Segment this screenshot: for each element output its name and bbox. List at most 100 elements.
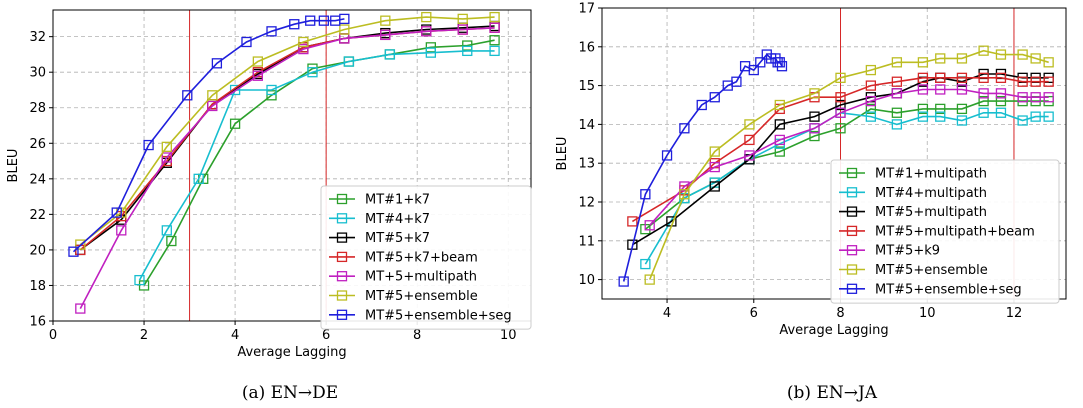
series-line (138, 50, 495, 281)
data-point (1043, 76, 1054, 87)
data-point (343, 56, 355, 67)
data-point (298, 36, 309, 48)
data-point (956, 72, 968, 83)
data-point (339, 24, 350, 35)
legend-label: MT#5+ensemble+seg (875, 282, 1022, 297)
data-point (1017, 49, 1028, 60)
legend-swatch-marker (336, 290, 348, 301)
legend-label: MT#5+ensemble+seg (365, 308, 512, 323)
data-point (809, 130, 820, 142)
data-point (935, 111, 946, 122)
data-point (111, 207, 122, 218)
data-point (865, 64, 877, 76)
data-point (891, 107, 903, 118)
panel-caption: (b) EN→JA (787, 383, 878, 403)
series-line (79, 27, 495, 309)
data-point (865, 95, 877, 107)
data-point (298, 43, 309, 55)
data-point (835, 123, 846, 134)
data-point (1017, 115, 1028, 126)
legend-swatch-marker (846, 225, 858, 237)
series-line (644, 111, 1049, 265)
data-point (809, 88, 820, 99)
data-point (266, 26, 277, 37)
data-point (917, 72, 929, 83)
data-point (978, 88, 989, 99)
legend-label: MT#5+multipath+beam (875, 224, 1035, 239)
legend-swatch-marker (846, 187, 858, 198)
data-point (489, 11, 500, 23)
y-tick-label: 16 (29, 315, 46, 330)
x-tick-label: 12 (1006, 306, 1023, 321)
data-point (891, 119, 903, 130)
data-point (891, 88, 903, 99)
legend-swatch-marker (846, 206, 858, 217)
data-point (709, 146, 720, 157)
series-5 (644, 45, 1054, 285)
panel-en-ja: 4 6 8 10 12 10 11 12 13 14 15 16 17 Average Lagging BL… (555, 2, 1067, 403)
data-point (1030, 111, 1041, 122)
data-point (978, 72, 989, 83)
data-point (252, 56, 264, 67)
data-point (68, 246, 79, 257)
data-point (207, 100, 218, 112)
data-point (935, 84, 946, 95)
data-point (809, 111, 820, 122)
legend-swatch-marker (336, 193, 348, 205)
legend-swatch-marker (846, 245, 858, 256)
data-point (709, 92, 720, 103)
data-point (305, 15, 316, 26)
y-tick-label: 30 (29, 66, 46, 81)
data-point (161, 152, 172, 163)
data-point (307, 67, 318, 78)
data-point (865, 111, 877, 122)
data-point (211, 58, 223, 69)
x-tick-label: 6 (750, 306, 758, 321)
x-tick-label: 10 (500, 328, 517, 343)
legend-swatch-marker (336, 213, 348, 224)
data-point (917, 103, 929, 115)
x-tick-label: 0 (49, 328, 57, 343)
data-point (978, 107, 989, 118)
data-point (679, 189, 690, 200)
data-point (679, 123, 690, 134)
series-6 (68, 13, 350, 257)
data-point (627, 216, 638, 227)
data-point (207, 90, 218, 101)
data-point (891, 76, 903, 87)
y-tick-label: 22 (29, 208, 46, 223)
data-point (917, 84, 929, 95)
data-point (696, 99, 707, 111)
data-point (640, 258, 651, 270)
legend-label: MT#5+k9 (875, 244, 940, 259)
data-point (318, 15, 330, 26)
series-line (649, 88, 1049, 226)
series-4 (75, 22, 500, 314)
y-tick-label: 28 (29, 101, 46, 116)
data-point (425, 47, 436, 58)
legend-label: MT#5+multipath (875, 205, 987, 220)
legend-swatch-marker (846, 264, 858, 275)
series-line (79, 16, 495, 246)
legend-swatch-marker (336, 271, 348, 282)
data-point (995, 72, 1007, 83)
panel-caption: (a) EN→DE (242, 383, 338, 403)
data-point (1017, 92, 1028, 103)
data-point (995, 107, 1007, 118)
data-point (891, 57, 903, 68)
data-point (644, 220, 655, 231)
data-point (161, 225, 172, 236)
data-point (193, 173, 204, 184)
legend-box (830, 159, 1060, 304)
data-point (835, 72, 846, 83)
data-point (661, 150, 673, 161)
y-axis-label: BLEU (555, 137, 570, 171)
x-axis-label: Average Lagging (237, 345, 346, 360)
data-point (166, 235, 177, 247)
data-point (835, 99, 846, 111)
data-point (956, 115, 968, 126)
y-tick-label: 18 (29, 279, 46, 294)
data-point (956, 53, 968, 64)
data-point (457, 13, 468, 25)
